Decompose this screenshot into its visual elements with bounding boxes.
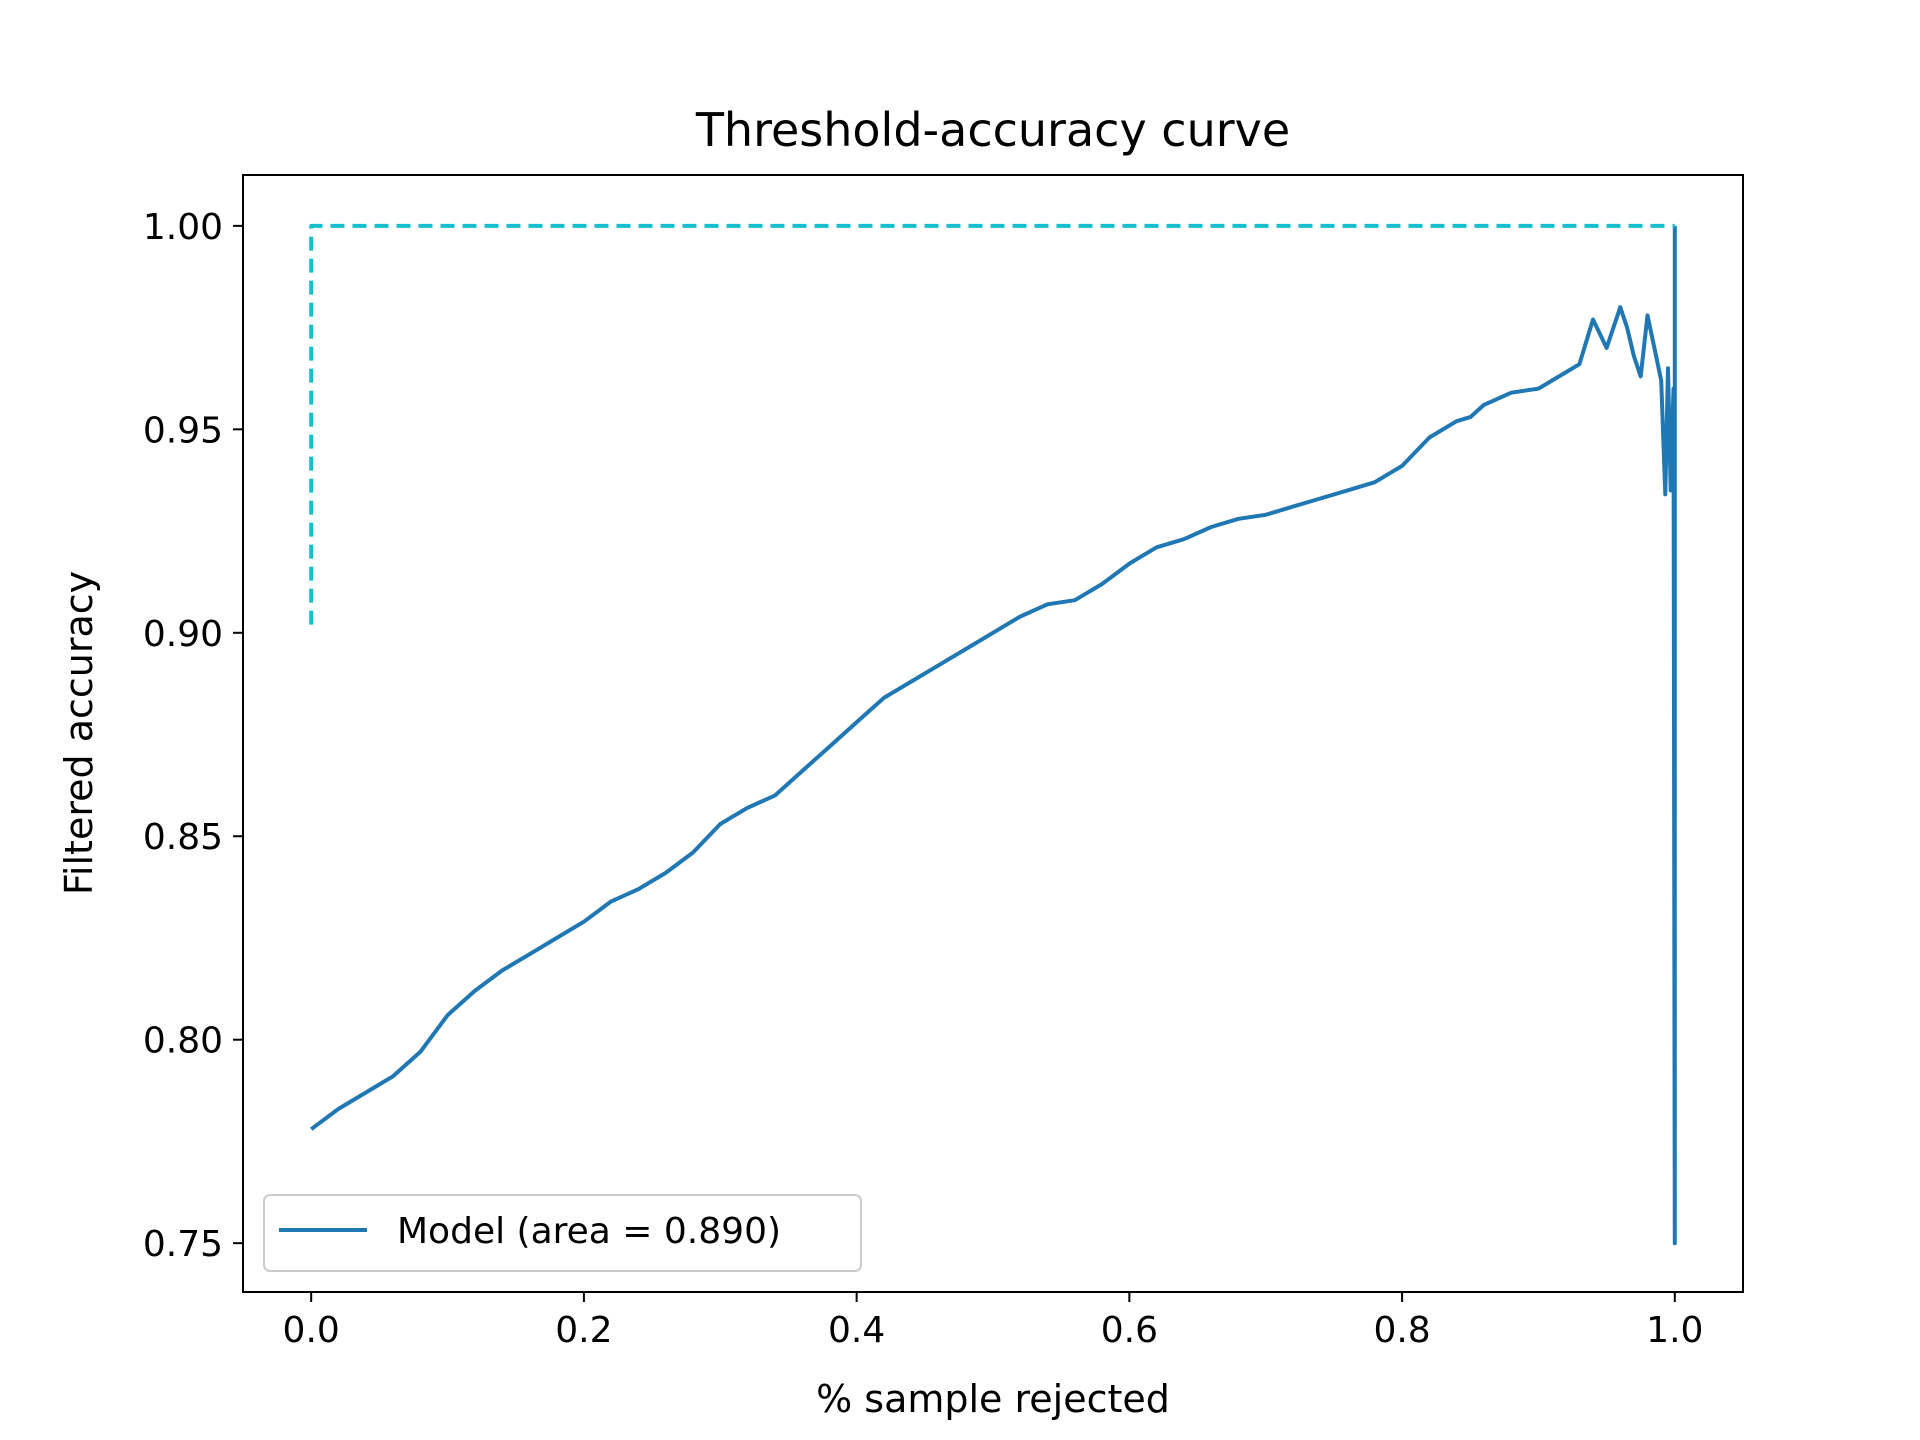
plot-frame [242,174,1744,1293]
series-layer [309,223,1677,1246]
chart-title: Threshold-accuracy curve [695,103,1290,157]
y-axis-label: Filtered accuracy [57,571,101,895]
x-axis-label: % sample rejected [816,1377,1170,1421]
x-tick-label: 0.6 [1101,1310,1158,1351]
y-tick-label: 0.90 [143,614,223,655]
legend-box [263,1194,862,1272]
legend-label-model: Model (area = 0.890) [397,1211,781,1252]
y-tick-label: 1.00 [143,207,223,248]
x-axis: 0.0 0.2 0.4 0.6 0.8 1.0 [283,1292,1703,1351]
y-tick-label: 0.80 [143,1021,223,1062]
x-tick-label: 0.0 [283,1310,340,1351]
series-line-reference [309,223,1675,625]
x-tick-label: 0.4 [828,1310,885,1351]
y-tick-label: 0.75 [143,1224,223,1265]
x-tick-label: 0.8 [1373,1310,1430,1351]
legend: Model (area = 0.890) [263,1194,862,1272]
y-axis: 0.75 0.80 0.85 0.90 0.95 1.00 [143,207,243,1265]
x-tick-label: 1.0 [1646,1310,1703,1351]
series-line-model [310,225,1677,1246]
y-tick-label: 0.85 [143,817,223,858]
y-tick-label: 0.95 [143,410,223,451]
x-tick-label: 0.2 [555,1310,612,1351]
